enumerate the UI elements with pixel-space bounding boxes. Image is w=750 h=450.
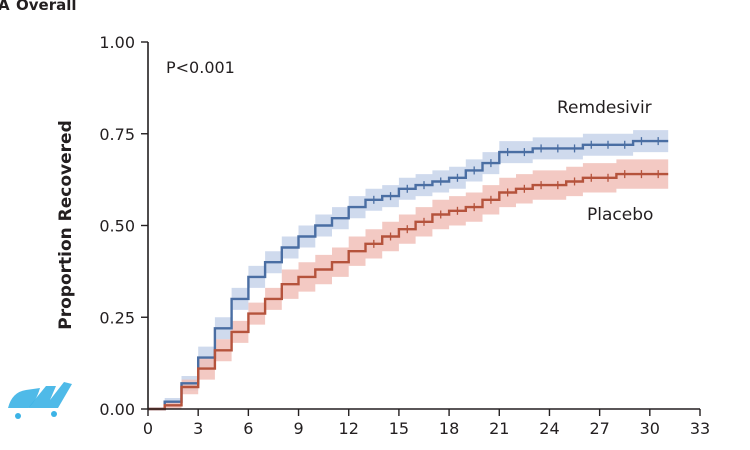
x-tick-label: 3 — [193, 419, 203, 438]
x-tick-label: 9 — [293, 419, 303, 438]
x-axis-ticks: 0 3 6 9 12 15 18 21 24 27 30 33 — [143, 409, 710, 438]
x-tick-label: 27 — [589, 419, 609, 438]
x-tick-label: 24 — [539, 419, 559, 438]
y-tick-label: 0.75 — [99, 125, 135, 144]
series-label-placebo: Placebo — [587, 205, 653, 225]
x-tick-label: 18 — [439, 419, 459, 438]
x-tick-label: 12 — [339, 419, 359, 438]
x-tick-label: 0 — [143, 419, 153, 438]
x-tick-label: 33 — [690, 419, 710, 438]
y-tick-label: 0.25 — [99, 308, 135, 327]
p-value-annotation: P<0.001 — [166, 58, 235, 77]
watermark-logo-icon — [8, 382, 72, 419]
series-line-placebo — [148, 172, 669, 411]
series-line-remdesivir — [148, 139, 669, 411]
x-tick-label: 30 — [640, 419, 660, 438]
y-axis-ticks: 0.00 0.25 0.50 0.75 1.00 — [99, 33, 148, 419]
survival-curves — [148, 139, 669, 411]
y-tick-label: 1.00 — [99, 33, 135, 52]
x-tick-label: 15 — [389, 419, 409, 438]
x-tick-label: 6 — [243, 419, 253, 438]
censor-marks — [373, 137, 659, 248]
y-tick-label: 0.50 — [99, 217, 135, 236]
confidence-bands — [148, 130, 669, 409]
confidence-band-placebo — [148, 159, 669, 409]
panel-title: Overall — [16, 0, 77, 14]
confidence-band-remdesivir — [148, 130, 669, 409]
series-label-remdesivir: Remdesivir — [557, 98, 652, 118]
x-tick-label: 21 — [489, 419, 509, 438]
y-tick-label: 0.00 — [99, 400, 135, 419]
panel-letter: A — [0, 0, 10, 14]
y-axis-title: Proportion Recovered — [56, 120, 76, 329]
